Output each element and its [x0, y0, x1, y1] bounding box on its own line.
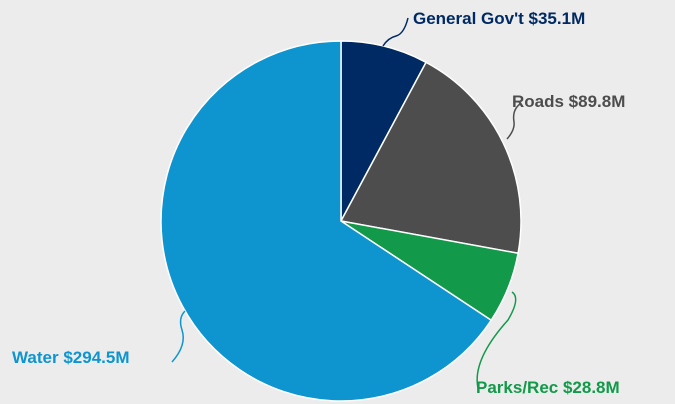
slice-label-1: General Gov't $35.1M	[413, 9, 585, 28]
slice-label-3: Parks/Rec $28.8M	[476, 378, 620, 397]
pie-slice-4	[160, 40, 493, 402]
pie-slices	[160, 40, 522, 402]
slice-label-2: Roads $89.8M	[512, 92, 625, 111]
slice-labels: General Gov't $35.1M Roads $89.8M Parks/Re…	[12, 9, 625, 397]
leader-line-4	[171, 310, 186, 363]
leader-lines	[171, 17, 521, 389]
slice-label-4: Water $294.5M	[12, 348, 129, 367]
pie-slice-2	[339, 61, 522, 255]
leader-line-2	[506, 103, 521, 140]
leader-line-3	[476, 291, 517, 389]
leader-line-1	[382, 17, 409, 47]
